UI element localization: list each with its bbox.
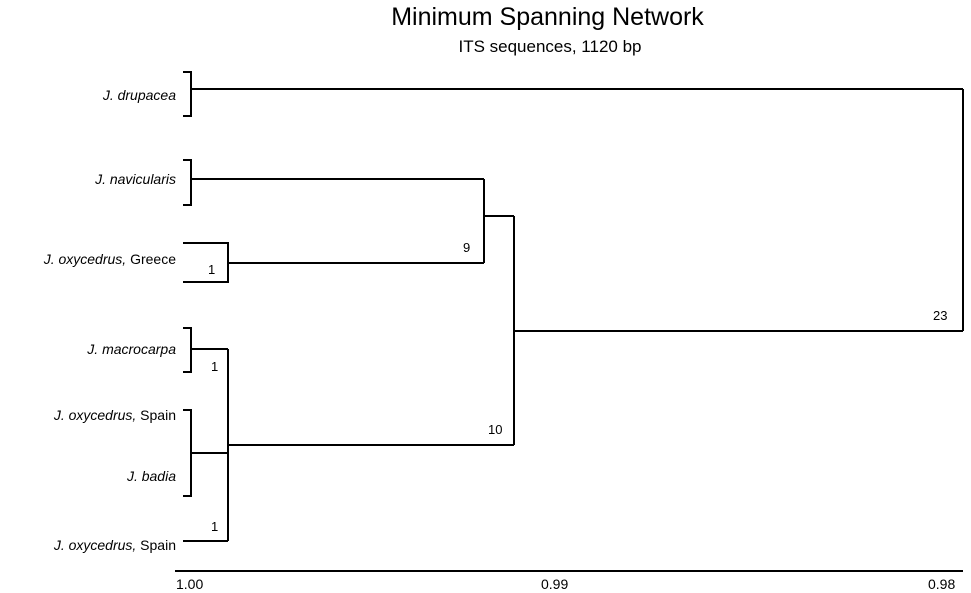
node-label-macrocarpa: 1 bbox=[211, 359, 218, 374]
node-label-spain-group-join: 10 bbox=[488, 422, 502, 437]
axis-tick-label-0-98: 0.98 bbox=[928, 576, 955, 592]
taxon-label-oxycedrus-spain-1: J. oxycedrus, Spain bbox=[53, 407, 176, 423]
axis-tick-label-1-00: 1.00 bbox=[176, 576, 203, 592]
bracket-drupacea bbox=[183, 71, 196, 117]
node-label-nav-greece-join: 9 bbox=[463, 240, 470, 255]
axis-tick-label-0-99: 0.99 bbox=[541, 576, 568, 592]
bracket-navicularis bbox=[183, 159, 192, 206]
taxon-label-drupacea: J. drupacea bbox=[102, 87, 176, 103]
diagram-title: Minimum Spanning Network bbox=[391, 3, 704, 31]
taxon-label-badia: J. badia bbox=[126, 468, 176, 484]
node-label-root-join: 23 bbox=[933, 308, 947, 323]
taxon-label-oxycedrus-spain-2: J. oxycedrus, Spain bbox=[53, 537, 176, 553]
taxon-label-navicularis: J. navicularis bbox=[94, 171, 176, 187]
diagram-subtitle: ITS sequences, 1120 bp bbox=[458, 37, 642, 56]
node-label-greece: 1 bbox=[208, 262, 215, 277]
bracket-greece bbox=[183, 242, 229, 283]
taxon-label-oxycedrus-greece: J. oxycedrus, Greece bbox=[43, 251, 176, 267]
bracket-macrocarpa bbox=[183, 327, 192, 373]
bracket-spain-badia bbox=[183, 409, 192, 497]
taxon-label-macrocarpa: J. macrocarpa bbox=[86, 341, 176, 357]
node-label-spain: 1 bbox=[211, 519, 218, 534]
